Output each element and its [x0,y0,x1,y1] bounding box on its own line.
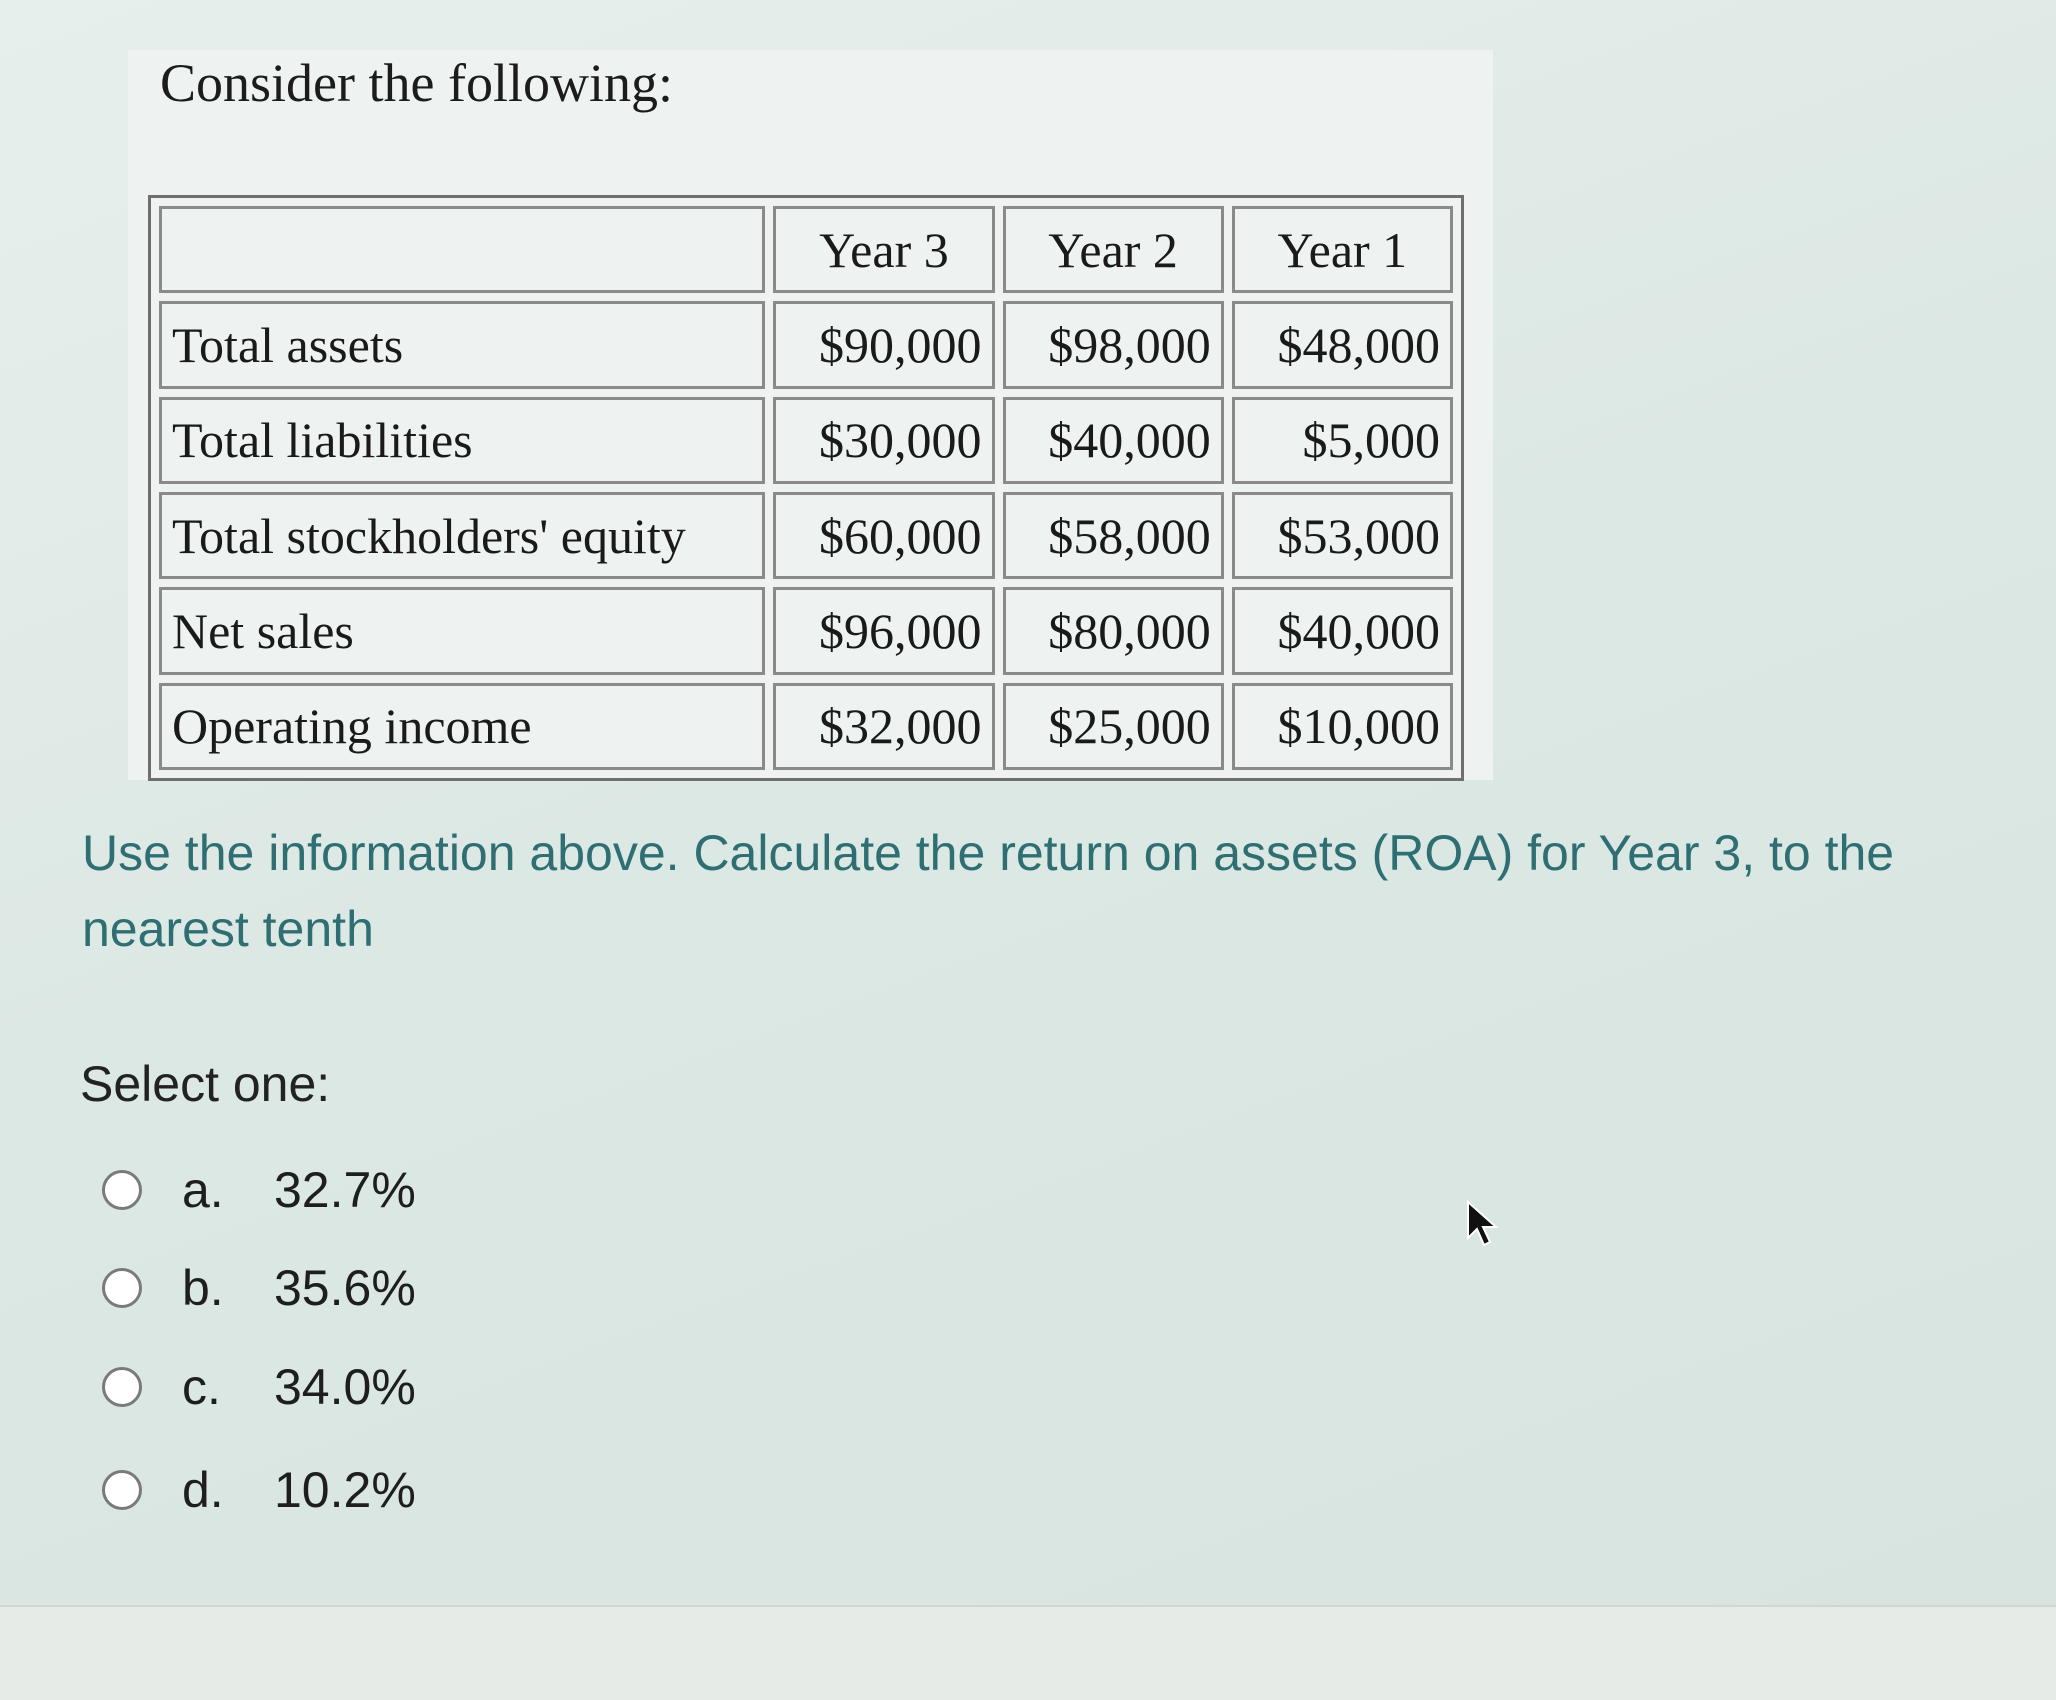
radio-unchecked-icon[interactable] [102,1268,142,1308]
question-prompt: Use the information above. Calculate the… [82,825,1895,957]
row-label: Operating income [159,682,766,770]
table-cell: $60,000 [773,491,995,580]
select-one-label: Select one: [80,1056,331,1112]
answer-option-c[interactable]: c. 34.0% [102,1352,416,1422]
mouse-pointer-icon [1467,1200,1499,1247]
row-label: Net sales [159,587,766,675]
table-cell: $40,000 [1231,587,1453,675]
option-text: 35.6% [274,1260,416,1316]
table-cell: $98,000 [1002,301,1224,389]
option-text: 32.7% [274,1162,416,1218]
table-cell: $40,000 [1002,396,1224,484]
row-label: Total stockholders' equity [159,491,766,580]
table-cell: $58,000 [1002,491,1224,580]
answer-option-d[interactable]: d. 10.2% [102,1455,416,1525]
table-header-cell [159,206,766,294]
table-cell: $5,000 [1231,396,1453,484]
table-row: Operating income $32,000 $25,000 $10,000 [159,682,1453,770]
table-row: Total stockholders' equity $60,000 $58,0… [159,491,1453,580]
question-intro: Consider the following: [160,53,673,113]
option-text: 34.0% [274,1359,416,1415]
table-header-row: Year 3 Year 2 Year 1 [159,206,1453,294]
table-cell: $80,000 [1002,587,1224,675]
answer-option-b[interactable]: b. 35.6% [102,1253,416,1323]
option-letter: a. [182,1162,224,1218]
radio-unchecked-icon[interactable] [102,1367,142,1407]
table-cell: $30,000 [773,396,995,484]
radio-unchecked-icon[interactable] [102,1170,142,1210]
table-cell: $48,000 [1231,301,1453,389]
answer-option-a[interactable]: a. 32.7% [102,1155,416,1225]
table-cell: $25,000 [1002,682,1224,770]
table-header-cell: Year 3 [773,206,995,294]
option-letter: d. [182,1462,224,1518]
row-label: Total assets [159,301,766,389]
radio-unchecked-icon[interactable] [102,1470,142,1510]
financial-data-table: Year 3 Year 2 Year 1 Total assets $90,00… [148,195,1464,781]
table-header-cell: Year 1 [1231,206,1453,294]
table-row: Total liabilities $30,000 $40,000 $5,000 [159,396,1453,484]
table-row: Total assets $90,000 $98,000 $48,000 [159,301,1453,389]
table-cell: $90,000 [773,301,995,389]
bottom-band [0,1605,2056,1700]
table-cell: $53,000 [1231,491,1453,580]
table-header-cell: Year 2 [1002,206,1224,294]
option-letter: b. [182,1260,224,1316]
option-letter: c. [182,1359,221,1415]
table-row: Net sales $96,000 $80,000 $40,000 [159,587,1453,675]
option-text: 10.2% [274,1462,416,1518]
table-cell: $32,000 [773,682,995,770]
table-cell: $96,000 [773,587,995,675]
table-cell: $10,000 [1231,682,1453,770]
row-label: Total liabilities [159,396,766,484]
